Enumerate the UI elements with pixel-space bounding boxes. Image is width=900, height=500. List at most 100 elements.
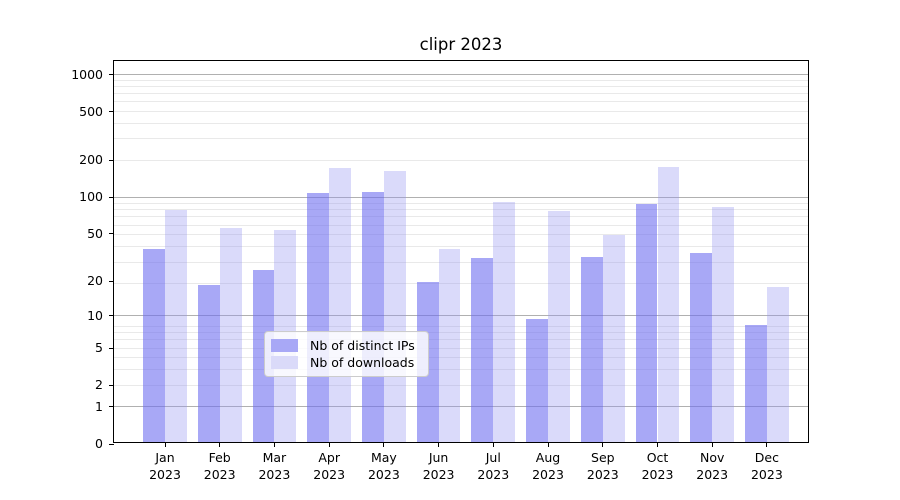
minor-gridline xyxy=(114,86,808,87)
x-tick-mark-oct xyxy=(657,443,658,447)
bar-distinct-ips-nov xyxy=(690,253,713,442)
x-tick-mark-apr xyxy=(328,443,330,447)
chart-title: clipr 2023 xyxy=(419,35,503,54)
major-gridline xyxy=(114,406,808,408)
bar-distinct-ips-aug xyxy=(526,318,548,442)
x-tick-mark-may xyxy=(383,443,385,447)
minor-gridline xyxy=(114,326,808,327)
bar-distinct-ips-jan xyxy=(143,248,165,442)
minor-gridline xyxy=(114,216,808,218)
y-tick-mark xyxy=(109,196,114,198)
bar-downloads-oct xyxy=(657,167,680,442)
bar-downloads-jan xyxy=(165,210,187,442)
y-tick-mark xyxy=(109,280,114,282)
y-tick-label-0: 0 xyxy=(95,436,103,451)
plot-area xyxy=(113,60,809,443)
x-tick-mark-feb xyxy=(219,443,221,447)
y-tick-mark xyxy=(109,384,114,386)
major-gridline xyxy=(114,315,808,317)
minor-gridline xyxy=(114,138,808,140)
major-gridline xyxy=(114,74,808,75)
minor-gridline xyxy=(114,384,808,386)
y-tick-label-10: 10 xyxy=(87,307,103,323)
y-tick-mark xyxy=(109,74,114,75)
y-tick-label-1: 1 xyxy=(95,398,103,414)
bar-downloads-apr xyxy=(329,168,352,442)
bar-distinct-ips-feb xyxy=(197,284,220,442)
y-tick-mark xyxy=(109,111,114,112)
x-tick-label-may: May 2023 xyxy=(367,450,400,482)
minor-gridline xyxy=(114,101,808,103)
minor-gridline xyxy=(114,160,808,162)
minor-gridline xyxy=(114,79,808,81)
x-tick-mark-jul xyxy=(492,443,494,447)
bar-distinct-ips-oct xyxy=(635,203,658,442)
x-tick-mark-jun xyxy=(438,443,440,447)
x-tick-mark-sep xyxy=(602,443,604,447)
x-tick-label-jan: Jan 2023 xyxy=(149,450,181,482)
bar-downloads-jul xyxy=(493,201,516,442)
x-tick-label-aug: Aug 2023 xyxy=(532,450,564,482)
minor-gridline xyxy=(114,332,808,334)
x-tick-mark-dec xyxy=(766,443,768,447)
x-tick-label-jul: Jul 2023 xyxy=(477,450,510,482)
y-tick-label-500: 500 xyxy=(79,103,103,119)
x-tick-label-oct: Oct 2023 xyxy=(641,450,674,482)
legend-label-distinct-ips: Nb of distinct IPs xyxy=(310,338,415,353)
minor-gridline xyxy=(114,224,808,226)
x-tick-label-dec: Dec 2023 xyxy=(750,450,783,482)
legend-swatch-downloads xyxy=(271,356,298,369)
minor-gridline xyxy=(114,93,808,95)
y-tick-mark xyxy=(109,159,114,161)
y-tick-label-2: 2 xyxy=(95,377,103,393)
bar-distinct-ips-jul xyxy=(471,258,494,442)
bar-downloads-sep xyxy=(602,235,625,442)
legend-item-downloads: Nb of downloads xyxy=(271,354,420,371)
bar-distinct-ips-dec xyxy=(745,324,767,442)
y-tick-mark xyxy=(109,315,114,317)
y-tick-label-100: 100 xyxy=(79,189,103,205)
x-tick-label-jun: Jun 2023 xyxy=(422,450,455,482)
bar-downloads-nov xyxy=(712,207,735,442)
legend: Nb of distinct IPs Nb of downloads xyxy=(264,331,429,377)
bar-downloads-feb xyxy=(219,227,242,442)
x-tick-label-mar: Mar 2023 xyxy=(258,450,291,482)
x-tick-label-feb: Feb 2023 xyxy=(203,450,236,482)
minor-gridline xyxy=(114,357,808,359)
y-tick-mark xyxy=(109,233,114,235)
minor-gridline xyxy=(114,347,808,349)
y-tick-label-1000: 1000 xyxy=(71,66,103,82)
bar-distinct-ips-mar xyxy=(252,269,275,442)
x-tick-label-apr: Apr 2023 xyxy=(313,450,346,482)
minor-gridline xyxy=(114,369,808,371)
y-tick-mark xyxy=(109,406,114,408)
x-tick-mark-nov xyxy=(711,443,713,447)
x-tick-mark-mar xyxy=(273,443,275,447)
minor-gridline xyxy=(114,234,808,236)
bar-downloads-aug xyxy=(548,211,570,442)
bar-distinct-ips-may xyxy=(362,191,384,442)
bar-downloads-jun xyxy=(438,248,461,442)
minor-gridline xyxy=(114,339,808,341)
minor-gridline xyxy=(114,261,808,263)
x-tick-mark-aug xyxy=(547,443,549,447)
legend-item-distinct-ips: Nb of distinct IPs xyxy=(271,337,420,354)
bar-downloads-may xyxy=(383,170,406,442)
y-tick-mark xyxy=(109,443,114,445)
y-tick-mark xyxy=(109,347,114,349)
minor-gridline xyxy=(114,283,808,285)
legend-swatch-distinct-ips xyxy=(271,339,298,352)
y-tick-label-5: 5 xyxy=(95,340,103,356)
y-tick-label-50: 50 xyxy=(87,225,103,241)
bar-downloads-dec xyxy=(766,287,789,442)
x-tick-label-sep: Sep 2023 xyxy=(586,450,619,482)
x-tick-label-nov: Nov 2023 xyxy=(696,450,729,482)
bar-distinct-ips-apr xyxy=(307,192,330,442)
minor-gridline xyxy=(114,111,808,113)
minor-gridline xyxy=(114,209,808,211)
y-tick-label-200: 200 xyxy=(79,152,103,168)
bar-distinct-ips-sep xyxy=(580,256,603,442)
x-tick-mark-jan xyxy=(164,443,166,447)
y-tick-label-20: 20 xyxy=(87,273,103,289)
